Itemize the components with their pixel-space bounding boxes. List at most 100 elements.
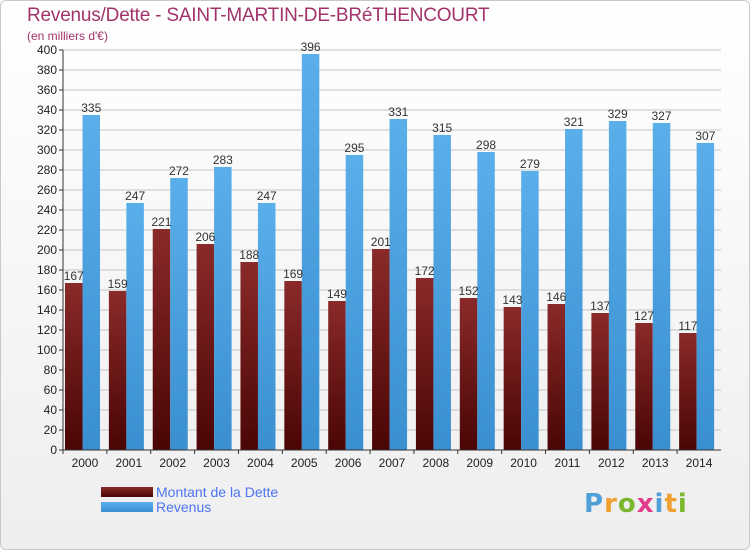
y-tick-label: 240: [37, 203, 57, 217]
legend-label-dette: Montant de la Dette: [156, 484, 279, 500]
bar-dette: [328, 301, 346, 450]
logo-letter: t: [664, 489, 678, 519]
data-label-dette: 152: [459, 284, 479, 298]
bar-revenus: [345, 155, 364, 450]
logo-letter: o: [617, 489, 637, 519]
data-label-revenus: 247: [125, 189, 145, 203]
data-label-revenus: 396: [301, 40, 321, 54]
bar-dette: [152, 229, 171, 450]
bar-revenus: [608, 121, 627, 450]
x-tick-label: 2000: [72, 456, 99, 470]
data-label-dette: 201: [371, 235, 391, 249]
data-label-revenus: 335: [81, 101, 101, 115]
legend-swatch-dette: [101, 487, 153, 497]
x-tick-label: 2010: [510, 456, 537, 470]
data-label-dette: 159: [108, 277, 128, 291]
x-tick-label: 2008: [423, 456, 450, 470]
data-label-dette: 149: [327, 287, 347, 301]
x-tick-label: 2006: [335, 456, 362, 470]
bar-dette: [679, 333, 697, 450]
bar-revenus: [565, 129, 583, 450]
bar-dette: [591, 313, 609, 450]
bar-dette: [459, 298, 478, 450]
y-tick-label: 20: [44, 423, 58, 437]
x-tick-label: 2014: [686, 456, 713, 470]
logo-letter: r: [604, 489, 618, 519]
data-label-revenus: 247: [257, 189, 277, 203]
y-tick-label: 320: [37, 123, 57, 137]
data-label-dette: 167: [64, 269, 84, 283]
data-label-revenus: 295: [344, 141, 364, 155]
bar-dette: [372, 249, 390, 450]
legend-swatch-revenus: [101, 502, 153, 512]
data-label-dette: 146: [546, 290, 566, 304]
bar-dette: [635, 323, 653, 450]
data-label-dette: 137: [590, 299, 610, 313]
x-tick-label: 2007: [379, 456, 406, 470]
x-tick-label: 2005: [291, 456, 318, 470]
bar-revenus: [389, 119, 408, 450]
data-label-dette: 127: [634, 309, 654, 323]
y-tick-label: 180: [37, 263, 57, 277]
y-tick-label: 200: [37, 243, 57, 257]
data-label-revenus: 321: [564, 115, 584, 129]
x-tick-label: 2003: [203, 456, 230, 470]
x-tick-label: 2001: [115, 456, 142, 470]
bar-revenus: [696, 143, 715, 450]
bar-revenus: [170, 178, 188, 450]
bar-dette: [415, 278, 434, 450]
y-tick-label: 220: [37, 223, 57, 237]
data-label-dette: 169: [283, 267, 303, 281]
bar-revenus: [126, 203, 144, 450]
chart-title: Revenus/Dette - SAINT-MARTIN-DE-BRéTHENC…: [27, 5, 490, 26]
y-tick-label: 100: [37, 343, 57, 357]
data-label-dette: 206: [195, 230, 215, 244]
y-tick-label: 80: [44, 363, 58, 377]
data-label-revenus: 327: [652, 109, 672, 123]
bar-dette: [108, 291, 127, 450]
bar-revenus: [257, 203, 276, 450]
bar-revenus: [82, 115, 100, 450]
bar-revenus: [652, 123, 671, 450]
logo-letter: i: [654, 489, 665, 519]
data-label-revenus: 279: [520, 157, 540, 171]
y-tick-label: 260: [37, 183, 57, 197]
bar-dette: [65, 283, 83, 450]
x-tick-label: 2009: [466, 456, 493, 470]
x-tick-label: 2004: [247, 456, 274, 470]
data-label-revenus: 307: [695, 129, 715, 143]
bar-revenus: [301, 54, 320, 450]
y-tick-label: 160: [37, 283, 57, 297]
bar-dette: [547, 304, 566, 450]
y-tick-label: 280: [37, 163, 57, 177]
bar-revenus: [521, 171, 539, 450]
x-tick-label: 2011: [555, 456, 581, 470]
data-label-dette: 221: [151, 215, 171, 229]
bar-dette: [503, 307, 522, 450]
data-label-revenus: 315: [432, 121, 452, 135]
data-label-dette: 172: [415, 264, 435, 278]
data-label-revenus: 283: [213, 153, 233, 167]
y-tick-label: 300: [37, 143, 57, 157]
y-tick-label: 360: [37, 83, 57, 97]
bar-revenus: [433, 135, 451, 450]
data-label-revenus: 272: [169, 164, 189, 178]
y-tick-label: 380: [37, 63, 57, 77]
data-label-revenus: 329: [608, 107, 628, 121]
legend-label-revenus: Revenus: [156, 499, 212, 515]
data-label-dette: 188: [239, 248, 259, 262]
data-label-revenus: 298: [476, 138, 496, 152]
bar-dette: [284, 281, 302, 450]
y-tick-label: 340: [37, 103, 57, 117]
logo-letter: P: [584, 489, 605, 519]
y-tick-label: 140: [37, 303, 57, 317]
chart-subtitle: (en milliers d'€): [27, 29, 108, 43]
bar-dette: [240, 262, 258, 450]
y-tick-label: 60: [44, 383, 58, 397]
y-tick-label: 0: [50, 443, 57, 457]
bar-revenus: [214, 167, 232, 450]
data-label-dette: 143: [502, 293, 522, 307]
x-tick-label: 2012: [598, 456, 625, 470]
